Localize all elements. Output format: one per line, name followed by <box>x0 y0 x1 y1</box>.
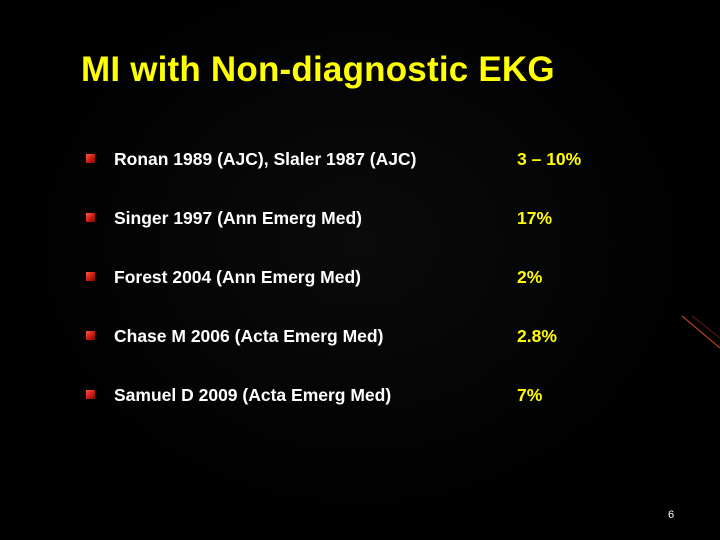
square-bullet-icon <box>86 272 95 281</box>
list-item: Ronan 1989 (AJC), Slaler 1987 (AJC) 3 – … <box>0 140 720 180</box>
study-citation: Ronan 1989 (AJC), Slaler 1987 (AJC) <box>114 149 417 169</box>
list-item: Samuel D 2009 (Acta Emerg Med) 7% <box>0 376 720 416</box>
list-item: Chase M 2006 (Acta Emerg Med) 2.8% <box>0 317 720 357</box>
mi-rate: 3 – 10% <box>517 149 582 169</box>
square-bullet-icon <box>86 390 95 399</box>
mi-rate: 7% <box>517 385 543 405</box>
mi-rate: 2% <box>517 267 543 287</box>
decorative-swoosh-icon <box>681 315 720 349</box>
square-bullet-icon <box>86 154 95 163</box>
study-citation: Samuel D 2009 (Acta Emerg Med) <box>114 385 392 405</box>
square-bullet-icon <box>86 213 95 222</box>
list-item: Forest 2004 (Ann Emerg Med) 2% <box>0 258 720 298</box>
list-item: Singer 1997 (Ann Emerg Med) 17% <box>0 199 720 239</box>
study-citation: Chase M 2006 (Acta Emerg Med) <box>114 326 384 346</box>
page-number: 6 <box>668 509 675 521</box>
study-citation: Singer 1997 (Ann Emerg Med) <box>114 208 362 228</box>
study-citation: Forest 2004 (Ann Emerg Med) <box>114 267 361 287</box>
square-bullet-icon <box>86 331 95 340</box>
slide-title: MI with Non-diagnostic EKG <box>81 50 555 89</box>
mi-rate: 17% <box>517 208 553 228</box>
mi-rate: 2.8% <box>517 326 557 346</box>
